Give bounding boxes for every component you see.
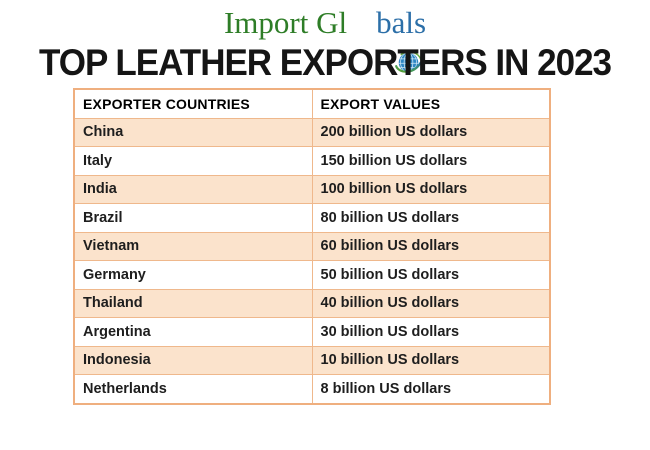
table-row: Italy 150 billion US dollars: [73, 146, 551, 176]
country-cell: India: [73, 174, 313, 204]
export-value-cell: 150 billion US dollars: [311, 146, 551, 176]
country-cell: Germany: [73, 260, 313, 290]
export-value-cell: 10 billion US dollars: [311, 345, 551, 375]
country-cell: Brazil: [73, 203, 313, 233]
country-cell: Vietnam: [73, 231, 313, 261]
page-title: TOP LEATHER EXPORTERS IN 2023: [39, 42, 612, 84]
table-row: Germany 50 billion US dollars: [73, 260, 551, 290]
table-container: EXPORTER COUNTRIES EXPORT VALUES China 20…: [73, 88, 551, 405]
export-value-cell: 30 billion US dollars: [311, 317, 551, 347]
globe-icon: [347, 10, 422, 73]
country-cell: Indonesia: [73, 345, 313, 375]
table-row: Indonesia 10 billion US dollars: [73, 345, 551, 375]
country-cell: Thailand: [73, 288, 313, 318]
import-globals-logo: Import Gl bals: [0, 4, 650, 73]
export-value-cell: 8 billion US dollars: [311, 374, 551, 404]
export-value-cell: 200 billion US dollars: [311, 117, 551, 147]
country-cell: Italy: [73, 146, 313, 176]
country-cell: Argentina: [73, 317, 313, 347]
export-value-cell: 40 billion US dollars: [311, 288, 551, 318]
export-value-cell: 80 billion US dollars: [311, 203, 551, 233]
table-row: Argentina 30 billion US dollars: [73, 317, 551, 347]
table-body: China 200 billion US dollars Italy 150 bill…: [73, 117, 551, 404]
export-value-cell: 100 billion US dollars: [311, 174, 551, 204]
table-header-row: EXPORTER COUNTRIES EXPORT VALUES: [73, 88, 551, 119]
table-row: China 200 billion US dollars: [73, 117, 551, 147]
logo-text-left: Import Gl: [223, 5, 348, 40]
table-row: Netherlands 8 billion US dollars: [73, 374, 551, 404]
table-row: Thailand 40 billion US dollars: [73, 288, 551, 318]
exporters-table: EXPORTER COUNTRIES EXPORT VALUES China 20…: [73, 88, 551, 405]
logo-text-right: bals: [376, 5, 427, 40]
column-header-countries: EXPORTER COUNTRIES: [73, 88, 313, 119]
country-cell: Netherlands: [73, 374, 313, 404]
table-row: India 100 billion US dollars: [73, 174, 551, 204]
export-value-cell: 50 billion US dollars: [311, 260, 551, 290]
export-value-cell: 60 billion US dollars: [311, 231, 551, 261]
table-row: Brazil 80 billion US dollars: [73, 203, 551, 233]
country-cell: China: [73, 117, 313, 147]
column-header-values: EXPORT VALUES: [311, 88, 551, 119]
table-row: Vietnam 60 billion US dollars: [73, 231, 551, 261]
